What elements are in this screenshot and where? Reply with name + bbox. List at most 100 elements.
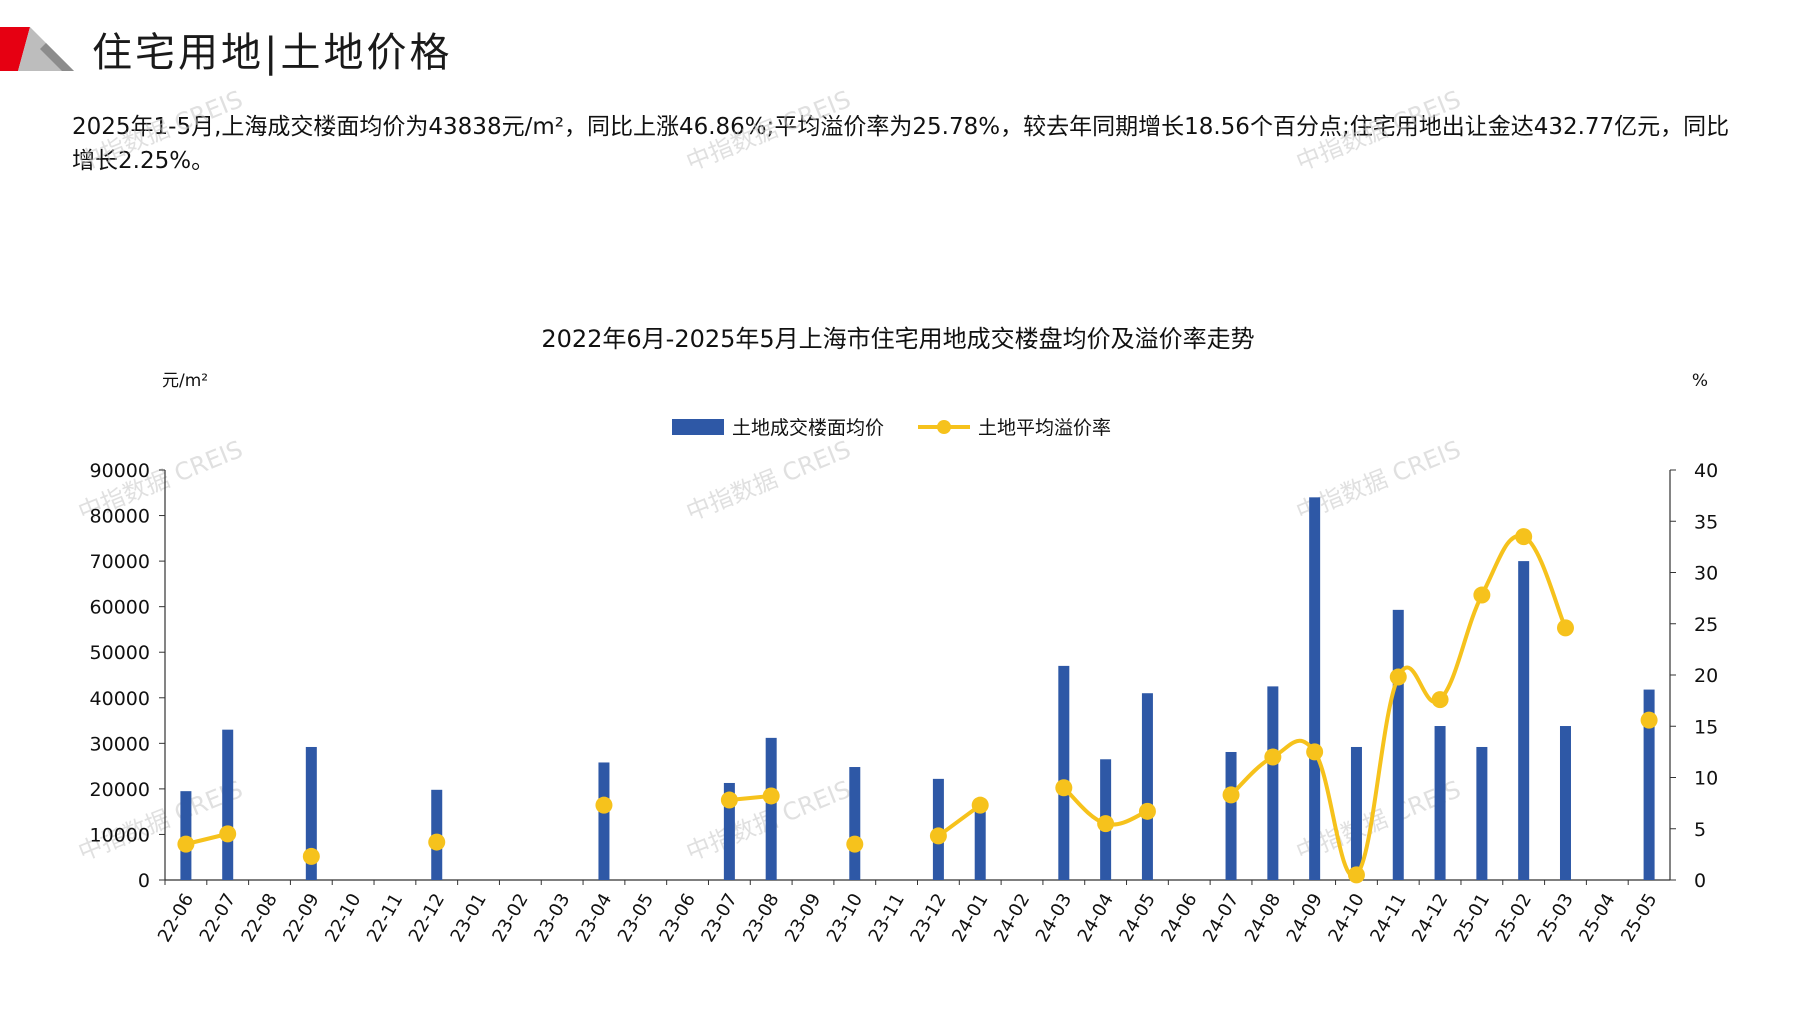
x-tick-label: 23-09: [781, 890, 825, 946]
summary-text: 2025年1-5月,上海成交楼面均价为43838元/m²，同比上涨46.86%;…: [72, 114, 1730, 174]
premium-rate-point: [177, 835, 195, 853]
y-right-tick-label: 20: [1694, 665, 1718, 687]
price-bar: [222, 729, 234, 880]
premium-rate-point: [1264, 748, 1282, 766]
price-bar: [1350, 746, 1362, 880]
y-right-tick-label: 0: [1694, 870, 1706, 892]
price-bar: [1392, 609, 1404, 880]
y-right-tick-label: 5: [1694, 819, 1706, 841]
legend-bar-label: 土地成交楼面均价: [732, 417, 884, 439]
price-bar: [1518, 561, 1530, 880]
x-tick-label: 24-07: [1199, 890, 1243, 946]
premium-rate-point: [720, 791, 738, 809]
price-bar: [1643, 689, 1655, 880]
premium-rate-point: [595, 796, 613, 814]
y-left-tick-label: 40000: [90, 688, 150, 710]
premium-rate-point: [971, 796, 989, 814]
y-right-tick-label: 35: [1694, 511, 1718, 533]
x-tick-label: 24-11: [1366, 890, 1410, 946]
price-bar: [849, 767, 861, 880]
price-bar: [974, 809, 986, 880]
x-tick-label: 23-05: [614, 890, 658, 946]
x-tick-label: 24-06: [1157, 890, 1201, 946]
price-bar: [598, 762, 610, 880]
y-left-tick-label: 30000: [90, 733, 150, 755]
price-bar: [1225, 751, 1237, 880]
x-tick-label: 23-03: [530, 890, 574, 946]
x-tick-label: 25-02: [1492, 890, 1536, 946]
y-right-tick-label: 30: [1694, 563, 1718, 585]
y-right-unit: %: [1692, 371, 1708, 391]
x-tick-label: 22-11: [363, 890, 407, 946]
x-tick-label: 22-07: [196, 890, 240, 946]
x-tick-label: 22-12: [405, 890, 449, 946]
x-tick-label: 25-01: [1450, 890, 1494, 946]
x-tick-label: 24-01: [948, 890, 992, 946]
premium-rate-point: [1097, 815, 1115, 833]
x-tick-label: 23-07: [697, 890, 741, 946]
y-left-tick-label: 50000: [90, 642, 150, 664]
premium-rate-point: [929, 827, 947, 845]
price-bar: [1434, 726, 1446, 880]
y-right-tick-label: 25: [1694, 614, 1718, 636]
y-right-tick-label: 15: [1694, 716, 1718, 738]
legend-bar-swatch: [672, 419, 724, 435]
x-tick-label: 23-08: [739, 890, 783, 946]
y-right-tick-label: 40: [1694, 460, 1718, 482]
price-bar: [765, 737, 777, 880]
legend-line-marker: [937, 420, 951, 434]
brand-logo: [0, 27, 74, 71]
premium-rate-point: [1431, 691, 1449, 709]
premium-rate-point: [1222, 786, 1240, 804]
y-left-tick-label: 20000: [90, 779, 150, 801]
x-tick-label: 25-04: [1575, 890, 1619, 946]
price-bar: [180, 791, 192, 880]
premium-rate-point: [1138, 802, 1156, 820]
price-bar: [1559, 726, 1571, 880]
page-title: 住宅用地|土地价格: [92, 30, 453, 76]
x-tick-label: 23-06: [656, 890, 700, 946]
x-tick-label: 22-10: [321, 890, 365, 946]
x-tick-label: 23-11: [865, 890, 909, 946]
price-bar: [1058, 665, 1070, 880]
premium-rate-point: [1347, 866, 1365, 884]
x-tick-label: 22-08: [238, 890, 282, 946]
premium-rate-point: [219, 825, 237, 843]
premium-rate-point: [1055, 779, 1073, 797]
x-tick-label: 23-10: [823, 890, 867, 946]
y-left-tick-label: 80000: [90, 506, 150, 528]
x-tick-label: 24-08: [1241, 890, 1285, 946]
price-bar: [1309, 497, 1321, 880]
price-bar: [305, 746, 317, 880]
price-bar: [723, 782, 735, 880]
premium-rate-point: [1515, 528, 1533, 546]
x-tick-label: 24-10: [1324, 890, 1368, 946]
premium-rate-point: [1306, 743, 1324, 761]
x-tick-label: 24-02: [990, 890, 1034, 946]
price-bar: [1476, 746, 1488, 880]
x-tick-label: 23-12: [906, 890, 950, 946]
y-left-tick-label: 70000: [90, 551, 150, 573]
x-tick-label: 23-01: [447, 890, 491, 946]
chart-title: 2022年6月-2025年5月上海市住宅用地成交楼盘均价及溢价率走势: [541, 325, 1254, 353]
y-right-tick-label: 10: [1694, 768, 1718, 790]
premium-rate-point: [1389, 668, 1407, 686]
y-left-tick-label: 0: [138, 870, 150, 892]
x-tick-label: 23-04: [572, 890, 616, 946]
premium-rate-point: [846, 835, 864, 853]
x-tick-label: 25-05: [1617, 890, 1661, 946]
y-left-tick-label: 10000: [90, 824, 150, 846]
premium-rate-point: [1473, 586, 1491, 604]
x-tick-label: 24-05: [1115, 890, 1159, 946]
x-tick-label: 22-06: [154, 890, 198, 946]
x-tick-label: 22-09: [279, 890, 323, 946]
premium-rate-point: [1640, 711, 1658, 729]
legend-line-label: 土地平均溢价率: [978, 417, 1111, 439]
premium-rate-point: [428, 833, 446, 851]
x-tick-label: 24-03: [1032, 890, 1076, 946]
premium-rate-point: [762, 787, 780, 805]
premium-rate-point: [1556, 619, 1574, 637]
y-left-tick-label: 90000: [90, 460, 150, 482]
x-tick-label: 25-03: [1533, 890, 1577, 946]
